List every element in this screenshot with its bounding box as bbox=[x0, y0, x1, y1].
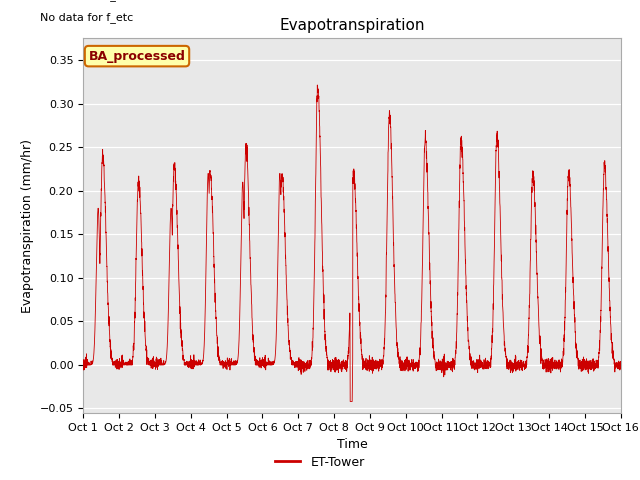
Legend: ET-Tower: ET-Tower bbox=[270, 451, 370, 474]
Text: BA_processed: BA_processed bbox=[88, 49, 186, 62]
Text: No data for f_etc: No data for f_etc bbox=[40, 12, 134, 23]
X-axis label: Time: Time bbox=[337, 438, 367, 451]
Y-axis label: Evapotranspiration (mm/hr): Evapotranspiration (mm/hr) bbox=[21, 139, 34, 312]
Title: Evapotranspiration: Evapotranspiration bbox=[279, 18, 425, 33]
